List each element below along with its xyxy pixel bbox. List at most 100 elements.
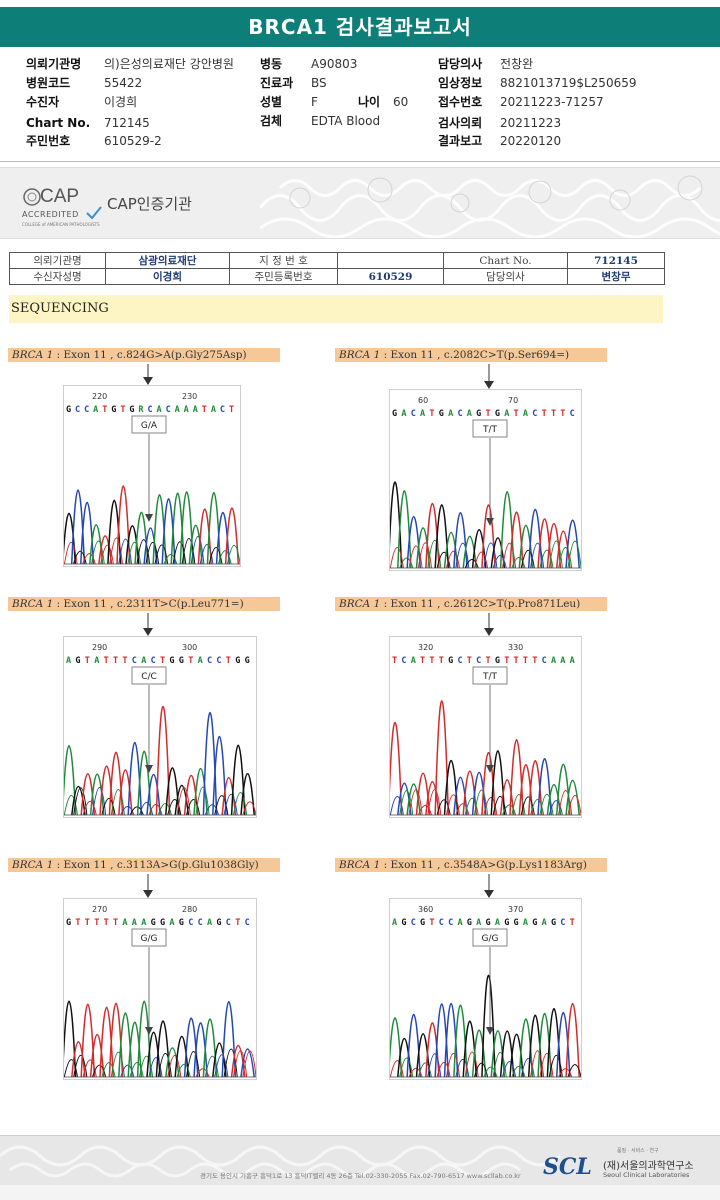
trace-peak — [193, 1022, 208, 1078]
table-row: 수신자성명 이경희 주민등록번호 610529 담당의사 변창무 — [9, 268, 665, 285]
gene-name: BRCA 1 — [12, 349, 54, 361]
base-call: C — [166, 405, 171, 415]
label-department: 진료과 — [260, 76, 294, 90]
base-call: G — [235, 656, 240, 666]
trace-peak — [509, 511, 524, 569]
trace-peak — [471, 772, 487, 816]
base-call: G — [551, 918, 556, 928]
trace-peak — [464, 558, 479, 569]
position-label: 280 — [182, 905, 197, 914]
trace-peak — [223, 1048, 238, 1078]
check-icon — [86, 206, 102, 220]
label-chart-no: Chart No. — [26, 116, 91, 130]
position-label: 230 — [182, 392, 197, 401]
trace-peak — [490, 537, 506, 569]
base-call: T — [429, 409, 434, 419]
value-sex: F — [311, 95, 318, 109]
base-call: G — [129, 405, 134, 415]
trace-peak — [127, 1021, 143, 1078]
trace-peak — [483, 796, 498, 816]
trace-peak — [471, 529, 487, 569]
base-call: G — [160, 918, 165, 928]
base-call: C — [542, 656, 547, 666]
label-institution: 의뢰기관명 — [26, 57, 82, 71]
base-call: A — [401, 409, 406, 419]
trace-peak — [212, 735, 227, 816]
base-call: T — [120, 405, 125, 415]
position-label: 320 — [418, 643, 433, 652]
base-call: A — [94, 656, 99, 666]
base-call: C — [147, 405, 152, 415]
divider — [0, 161, 720, 162]
trace-peak — [136, 539, 151, 565]
trace-peak — [455, 542, 470, 569]
trace-peak — [221, 1001, 237, 1078]
base-call: A — [476, 918, 481, 928]
patient-table: 의뢰기관명 삼광의료재단 지 정 번 호 Chart No. 712145 수신… — [9, 252, 665, 285]
arrow-down-icon — [145, 1027, 153, 1035]
trace-peak — [155, 705, 171, 816]
base-call: A — [448, 409, 453, 419]
base-call: A — [504, 409, 509, 419]
trace-peak — [397, 490, 412, 569]
table-cell: 610529 — [337, 268, 444, 285]
base-call: G — [495, 656, 500, 666]
chromatogram-trace: 60 70 G A C A T G A C A G T G A T A C T T T C T/T — [389, 389, 582, 571]
table-cell: 담당의사 — [443, 268, 568, 285]
base-call: A — [420, 409, 425, 419]
trace-peak — [490, 750, 506, 816]
trace-peak — [455, 803, 470, 816]
trace-peak — [537, 758, 552, 816]
variant-text: : Exon 11 , c.2082C>T(p.Ser694=) — [380, 349, 570, 361]
report-title: BRCA1 검사결과보고서 — [0, 7, 720, 47]
trace-peak — [390, 1017, 403, 1078]
base-call: T — [102, 405, 107, 415]
trace-peak — [82, 800, 97, 816]
base-call: T — [226, 656, 231, 666]
header-info: 의뢰기관명 의)은성의료재단 강안병원 병원코드 55422 수진자 이경희 C… — [0, 55, 720, 151]
base-call: A — [551, 656, 556, 666]
trace-peak — [425, 780, 440, 816]
label-specimen: 검체 — [260, 114, 283, 128]
trace-peak — [417, 1062, 432, 1078]
trace-peak — [473, 1062, 489, 1078]
genotype-call-box — [131, 666, 167, 685]
cap-emblem-icon — [23, 188, 41, 206]
trace-peak — [473, 551, 489, 569]
trace-peak — [406, 783, 421, 816]
value-receipt-no: 20211223-71257 — [500, 95, 604, 109]
trace-peak — [139, 801, 154, 816]
base-call: T — [104, 918, 109, 928]
trace-peak — [399, 790, 414, 816]
position-label: 70 — [508, 396, 518, 405]
base-call: T — [85, 918, 90, 928]
base-call: T — [504, 656, 509, 666]
trace-peak — [148, 1057, 163, 1078]
trace-peak — [188, 524, 203, 565]
trace-peak — [445, 550, 461, 569]
base-call: A — [184, 405, 189, 415]
label-hospital-code: 병원코드 — [26, 76, 71, 90]
base-call: T — [94, 918, 99, 928]
base-call: C — [457, 656, 462, 666]
trace-peak — [163, 553, 178, 565]
value-ward: A90803 — [311, 57, 358, 71]
trace-peak — [157, 803, 172, 816]
base-call: C — [207, 656, 212, 666]
base-call: T — [514, 409, 519, 419]
trace-peak — [548, 1054, 563, 1078]
trace-peak — [453, 776, 468, 816]
base-call: C — [220, 405, 225, 415]
trace-peak — [242, 801, 256, 816]
base-call: G — [486, 918, 491, 928]
trace-peak — [199, 543, 214, 565]
base-call: C — [198, 918, 203, 928]
trace-peak — [502, 1061, 517, 1078]
base-call: C — [457, 409, 462, 419]
base-call: A — [93, 405, 98, 415]
trace-peak — [73, 550, 87, 565]
trace-peak — [390, 1060, 404, 1078]
arrow-down-icon — [486, 1027, 494, 1035]
base-call: G — [476, 409, 481, 419]
